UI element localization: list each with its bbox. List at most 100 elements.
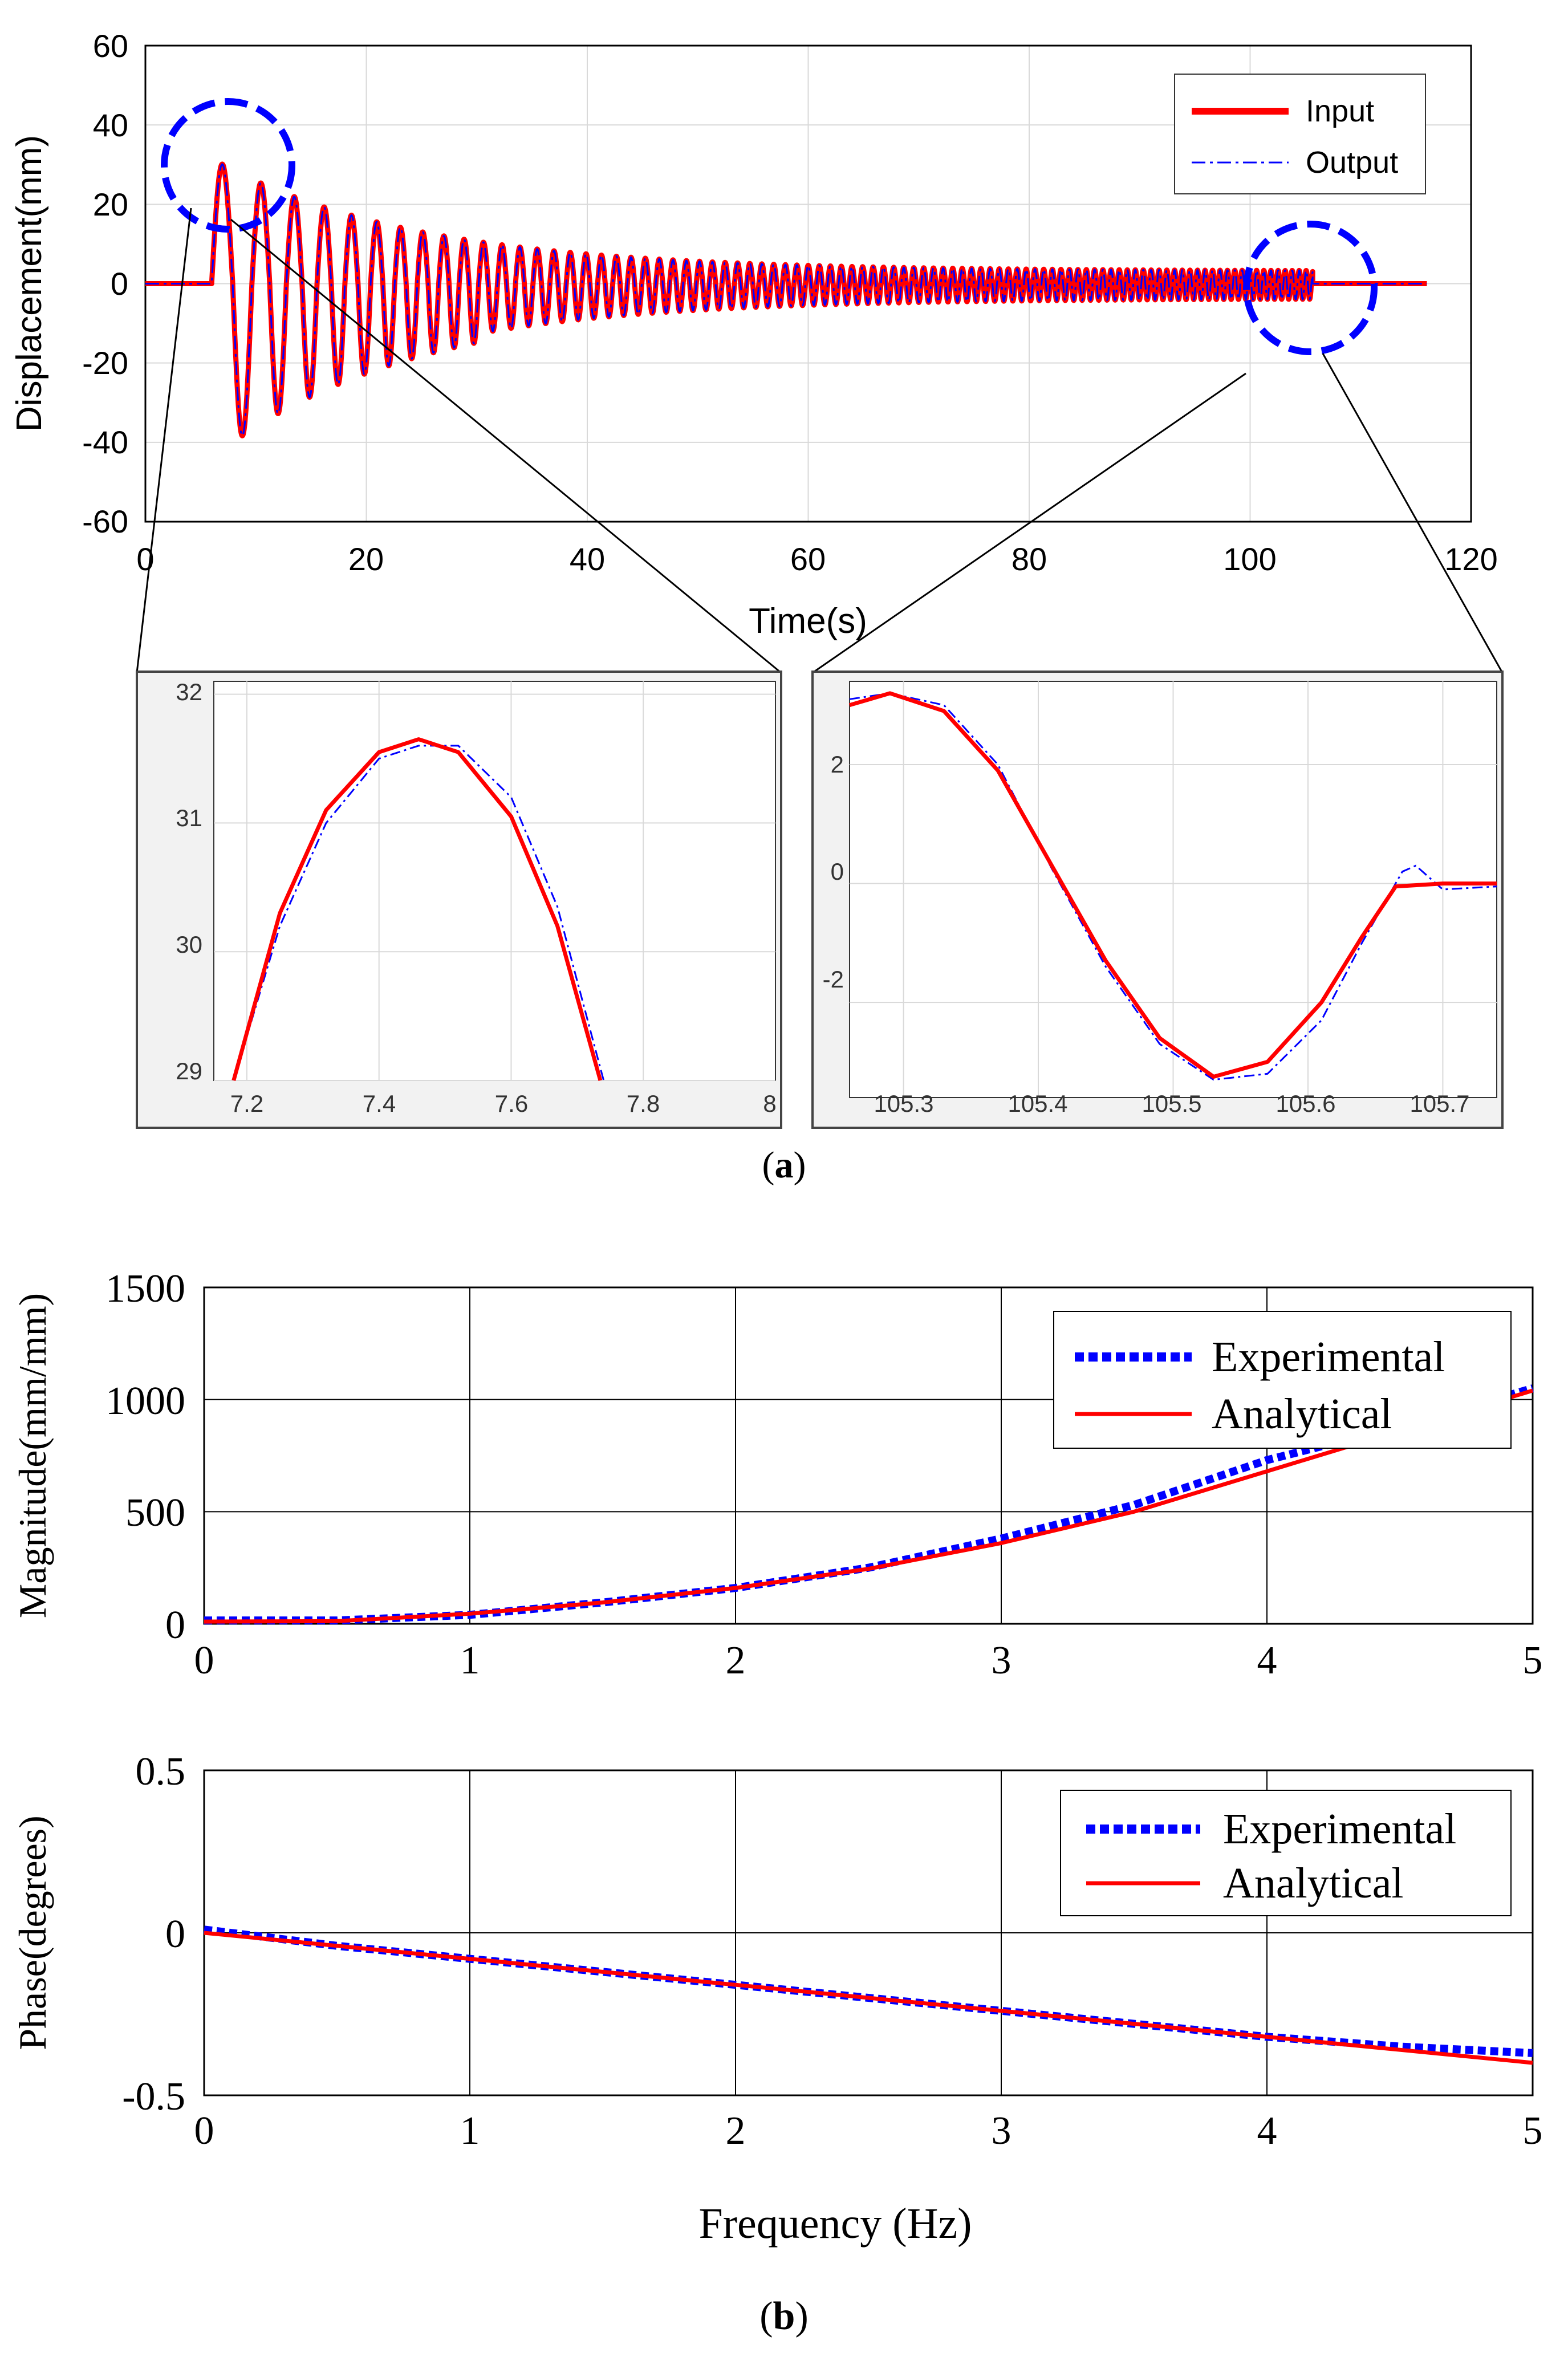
x-tick-label: 80 xyxy=(1012,541,1047,577)
y-tick-label: 0 xyxy=(165,1912,185,1956)
x-tick-label: 105.4 xyxy=(1008,1090,1067,1117)
x-tick-label: 8 xyxy=(763,1090,776,1117)
y-axis-label-a: Displacement(mm) xyxy=(10,135,49,432)
x-tick-label: 5 xyxy=(1523,2109,1543,2153)
x-tick-label: 105.7 xyxy=(1409,1090,1469,1117)
y-ticks-mag: 1500 1000 500 0 xyxy=(105,1267,185,1647)
x-tick-label: 4 xyxy=(1257,2109,1277,2153)
x-tick-label: 20 xyxy=(348,541,384,577)
x-tick-label: 0 xyxy=(194,2109,214,2153)
x-tick-label: 2 xyxy=(726,2109,746,2153)
series-phase xyxy=(204,1925,1533,2065)
y-tick-label: 30 xyxy=(176,931,202,958)
x-tick-label: 0 xyxy=(194,1639,214,1683)
y-tick-label: -20 xyxy=(82,345,128,381)
x-tick-label: 7.2 xyxy=(230,1090,263,1117)
y-tick-label: 0 xyxy=(111,266,128,302)
y-ticks-a: 60 40 20 0 -20 -40 -60 xyxy=(82,28,128,539)
y-tick-label: 60 xyxy=(93,28,128,64)
y-tick-label: 0.5 xyxy=(136,1750,186,1794)
y-axis-label-phase: Phase(degrees) xyxy=(11,1815,54,2050)
caption-a-letter: a xyxy=(775,1144,794,1186)
zoom-inset-right: 2 0 -2 105.3 105.4 105.5 105.6 105.7 xyxy=(811,671,1504,1129)
y-tick-label: 40 xyxy=(93,107,128,143)
caption-b-close: ) xyxy=(795,2294,808,2338)
y-tick-label: 500 xyxy=(125,1491,185,1535)
x-tick-label: 5 xyxy=(1523,1639,1543,1683)
connector-line xyxy=(136,208,192,673)
x-tick-label: 2 xyxy=(726,1639,746,1683)
x-tick-label: 1 xyxy=(460,1639,480,1683)
series-line-output xyxy=(145,163,1427,437)
x-tick-label: 7.4 xyxy=(363,1090,396,1117)
series-mag xyxy=(204,1384,1534,1625)
x-tick-label: 100 xyxy=(1223,541,1276,577)
connector-line xyxy=(230,218,782,674)
y-ticks-zoom-left: 32 31 30 29 xyxy=(176,678,202,1084)
series-line-output xyxy=(849,692,1497,1081)
highlight-circle-start xyxy=(161,98,295,233)
caption-b-open: ( xyxy=(759,2294,773,2338)
x-tick-label: 7.8 xyxy=(627,1090,660,1117)
x-ticks-zoom-right: 105.3 105.4 105.5 105.6 105.7 xyxy=(874,1090,1469,1117)
y-tick-label: -60 xyxy=(82,503,128,539)
x-tick-label: 7.6 xyxy=(495,1090,528,1117)
legend-phase: Experimental Analytical xyxy=(1060,1790,1512,1916)
caption-a-close: ) xyxy=(794,1144,806,1186)
legend-a: Input Output xyxy=(1174,74,1426,194)
x-tick-label: 3 xyxy=(992,2109,1012,2153)
series-zoom-right xyxy=(849,691,1497,1081)
grid-zoom-left xyxy=(214,681,775,1081)
y-ticks-zoom-right: 2 0 -2 xyxy=(823,751,844,993)
legend-label-analytical: Analytical xyxy=(1212,1390,1392,1438)
y-tick-label: -2 xyxy=(823,966,844,993)
x-tick-label: 105.3 xyxy=(874,1090,933,1117)
y-tick-label: 31 xyxy=(176,804,202,831)
series-a xyxy=(145,161,1427,438)
x-tick-label: 120 xyxy=(1444,541,1497,577)
legend-label-experimental: Experimental xyxy=(1212,1333,1445,1381)
x-tick-label: 40 xyxy=(570,541,605,577)
series-line-analytical xyxy=(204,1388,1534,1624)
x-tick-label: 1 xyxy=(460,2109,480,2153)
y-axis-label-mag: Magnitude(mm/mm) xyxy=(11,1293,54,1618)
y-tick-label: 2 xyxy=(831,751,844,778)
axes-frame-mag xyxy=(203,1286,1534,1625)
x-tick-label: 4 xyxy=(1257,1639,1277,1683)
x-ticks-mag: 0 1 2 3 4 5 xyxy=(194,1639,1543,1683)
x-tick-label: 105.5 xyxy=(1142,1090,1201,1117)
x-tick-label: 60 xyxy=(790,541,826,577)
series-line-input xyxy=(231,737,603,1081)
grid-zoom-right xyxy=(850,681,1497,1098)
panel-b-magnitude: 1500 1000 500 0 0 1 2 3 4 5 Magnitude(mm… xyxy=(11,1267,1543,1683)
y-tick-label: -40 xyxy=(82,424,128,460)
series-line-analytical xyxy=(204,1931,1533,2065)
y-tick-label: -0.5 xyxy=(122,2075,185,2119)
legend-label-analytical: Analytical xyxy=(1223,1859,1404,1907)
legend-label-output: Output xyxy=(1306,145,1398,180)
y-tick-label: 0 xyxy=(165,1603,185,1647)
connector-line xyxy=(1322,353,1504,673)
zoom-plot-left xyxy=(213,681,776,1081)
legend-box-phase xyxy=(1060,1790,1512,1916)
x-axis-label-a: Time(s) xyxy=(749,602,867,641)
y-tick-label: 29 xyxy=(176,1058,202,1084)
series-line-input xyxy=(849,691,1497,1079)
x-axis-label-phase: Frequency (Hz) xyxy=(698,2200,972,2248)
legend-box-a xyxy=(1174,74,1426,194)
y-tick-label: 32 xyxy=(176,678,202,705)
legend-mag: Experimental Analytical xyxy=(1053,1311,1512,1449)
y-ticks-phase: 0.5 0 -0.5 xyxy=(122,1750,185,2119)
y-tick-label: 20 xyxy=(93,186,128,222)
caption-b-letter: b xyxy=(773,2294,795,2338)
y-tick-label: 1000 xyxy=(105,1379,185,1423)
y-tick-label: 0 xyxy=(831,858,844,885)
legend-label-input: Input xyxy=(1306,94,1374,128)
y-tick-label: 1500 xyxy=(105,1267,185,1311)
x-ticks-phase: 0 1 2 3 4 5 xyxy=(194,2109,1543,2153)
connector-line xyxy=(812,372,1246,674)
x-ticks-a: 0 20 40 60 80 100 120 xyxy=(136,541,1497,577)
legend-box-mag xyxy=(1053,1311,1512,1449)
series-zoom-left xyxy=(231,737,605,1081)
